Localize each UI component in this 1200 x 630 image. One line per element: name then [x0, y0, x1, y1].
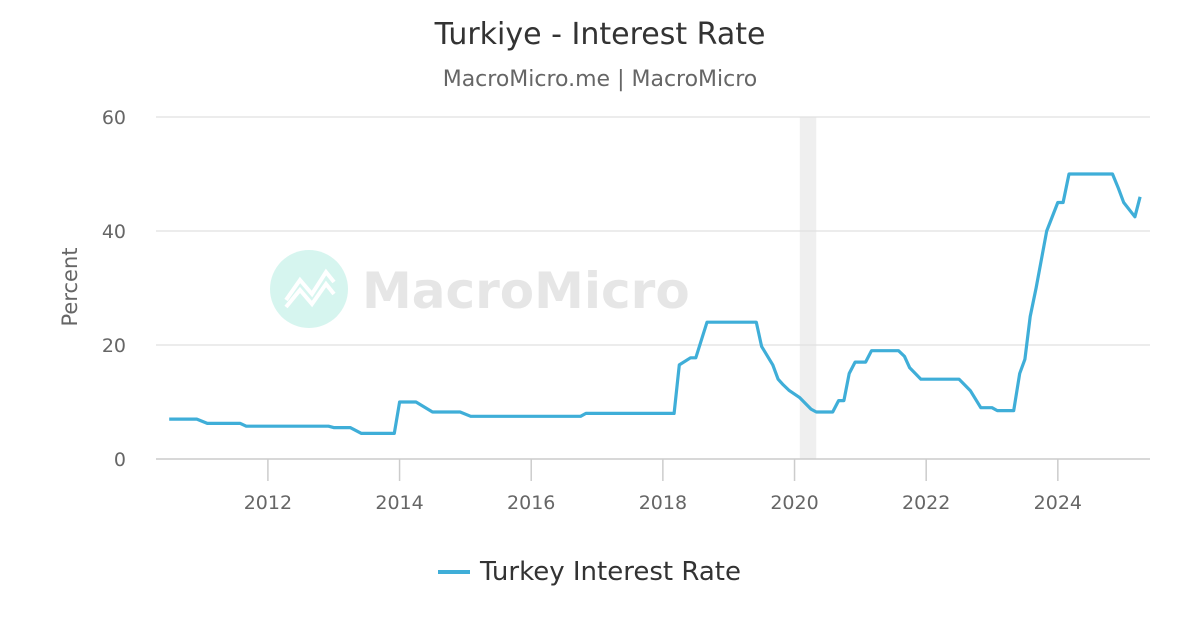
x-tick-label: 2014 [375, 492, 423, 514]
chart-title: Turkiye - Interest Rate [434, 17, 766, 52]
y-axis-title: Percent [58, 247, 82, 326]
grid-lines [156, 116, 1150, 346]
watermark-text: MacroMicro [362, 262, 690, 320]
y-tick-label: 60 [102, 107, 126, 129]
y-tick-label: 40 [102, 221, 126, 243]
x-tick-label: 2012 [244, 492, 292, 514]
recession-band [799, 117, 817, 459]
x-tick-label: 2022 [902, 492, 950, 514]
x-tick-label: 2018 [639, 492, 687, 514]
x-tick-label: 2024 [1034, 492, 1082, 514]
y-tick-label: 0 [114, 449, 126, 471]
watermark: MacroMicro [270, 250, 690, 328]
chart-subtitle: MacroMicro.me | MacroMicro [443, 67, 758, 92]
series-line-turkey-interest-rate [169, 172, 1142, 435]
x-axis-ticks: 2012 2014 2016 2018 2020 2022 2024 [244, 459, 1082, 514]
legend-label[interactable]: Turkey Interest Rate [479, 557, 741, 587]
x-tick-label: 2016 [507, 492, 555, 514]
x-tick-label: 2020 [770, 492, 818, 514]
watermark-chart-icon-2 [284, 280, 336, 309]
y-tick-label: 20 [102, 335, 126, 357]
y-axis-ticks: 0 20 40 60 [102, 107, 126, 471]
watermark-chart-icon [284, 268, 336, 302]
legend[interactable]: Turkey Interest Rate [438, 557, 741, 587]
